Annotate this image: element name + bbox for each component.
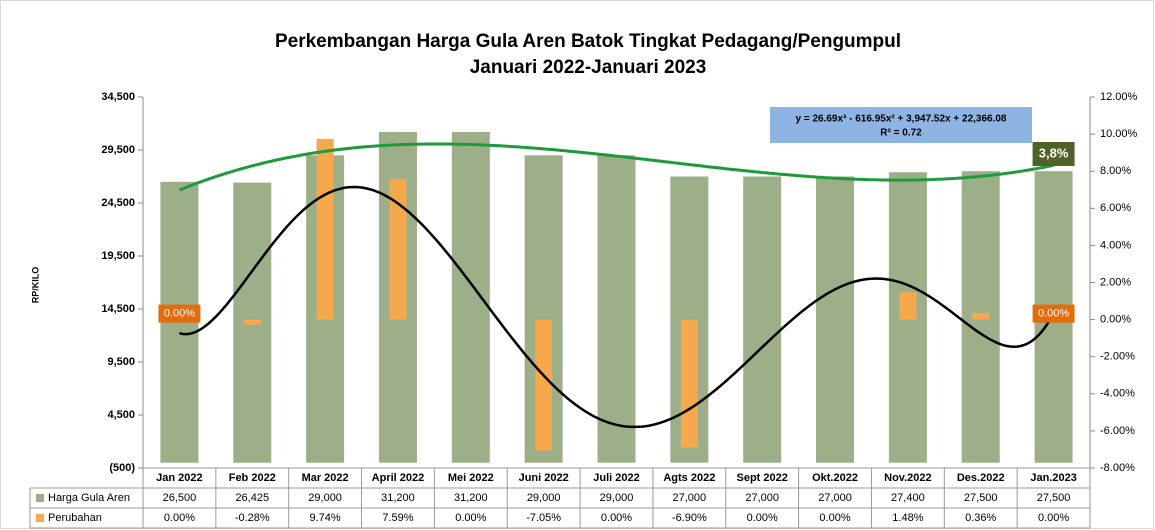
y2-tick-label: 2.00% [1100, 276, 1131, 288]
bar [597, 155, 636, 463]
y-tick-label: 29,500 [101, 144, 135, 156]
x-tick-label: Mei 2022 [448, 472, 494, 484]
table-value: 29,000 [527, 492, 561, 504]
y2-tick-label: 0.00% [1100, 314, 1131, 326]
table-value: 0.00% [819, 512, 850, 524]
x-tick-label: Juli 2022 [593, 472, 639, 484]
bar [816, 176, 855, 463]
bar [316, 138, 334, 320]
data-label: 0.00% [164, 308, 195, 320]
x-tick-label: Agts 2022 [663, 472, 715, 484]
table-value: 0.00% [455, 512, 486, 524]
table-value: 0.36% [965, 512, 996, 524]
x-tick-label: Jan 2022 [156, 472, 202, 484]
y2-tick-label: 4.00% [1100, 239, 1131, 251]
x-tick-label: April 2022 [372, 472, 425, 484]
chart-subtitle: Januari 2022-Januari 2023 [470, 57, 707, 78]
bar [535, 319, 553, 451]
x-tick-label: Okt.2022 [812, 472, 858, 484]
x-tick-label: Jan.2023 [1030, 472, 1076, 484]
bar [389, 178, 407, 320]
y-tick-label: 14,500 [101, 303, 135, 315]
table-value: 27,000 [818, 492, 852, 504]
y2-tick-label: -2.00% [1100, 351, 1135, 363]
x-tick-label: Des.2022 [957, 472, 1005, 484]
y2-tick-label: 12.00% [1100, 91, 1138, 103]
x-tick-label: Mar 2022 [302, 472, 349, 484]
y-tick-label: 34,500 [101, 91, 135, 103]
trendline [178, 142, 1054, 192]
table-value: 0.00% [164, 512, 195, 524]
bar [899, 292, 917, 320]
y2-tick-label: -8.00% [1100, 462, 1135, 474]
y2-tick-label: 8.00% [1100, 165, 1131, 177]
data-label-box [1032, 304, 1075, 323]
table-value: 27,000 [673, 492, 707, 504]
annotation: 3,8% [1039, 145, 1069, 160]
bar [680, 319, 698, 448]
table-value: 26,425 [235, 492, 269, 504]
y-tick-label: 19,500 [101, 250, 135, 262]
equation: y = 26.69x³ - 616.95x² + 3,947.52x + 22,… [795, 114, 1006, 125]
x-tick-label: Feb 2022 [229, 472, 276, 484]
table-value: 31,200 [454, 492, 488, 504]
table-value: 29,000 [308, 492, 342, 504]
table-value: 27,400 [891, 492, 925, 504]
table-value: 27,000 [745, 492, 779, 504]
bar [451, 131, 490, 463]
legend-label: Harga Gula Aren [48, 492, 130, 504]
table-value: -0.28% [235, 512, 270, 524]
annotation-box [1032, 142, 1075, 166]
equation-box [770, 107, 1032, 143]
table-value: -7.05% [526, 512, 561, 524]
table-value: 0.00% [1038, 512, 1069, 524]
y-tick-label: 4,500 [107, 409, 135, 421]
y2-tick-label: -6.00% [1100, 425, 1135, 437]
table-value: 27,500 [964, 492, 998, 504]
legend-swatch [36, 494, 44, 502]
table-value: 26,500 [163, 492, 197, 504]
data-label-box [158, 304, 201, 323]
table-value: 0.00% [601, 512, 632, 524]
x-tick-label: Nov.2022 [884, 472, 932, 484]
y2-tick-label: 10.00% [1100, 128, 1138, 140]
y-axis-label: RP/KILO [30, 267, 40, 304]
table-value: 9.74% [310, 512, 341, 524]
y-tick-label: 9,500 [107, 356, 135, 368]
y-tick-label: (500) [109, 462, 135, 474]
bar [972, 312, 990, 320]
data-label: 0.00% [1038, 308, 1069, 320]
table-value: 29,000 [600, 492, 634, 504]
bar [243, 319, 261, 325]
chart-title: Perkembangan Harga Gula Aren Batok Tingk… [275, 31, 901, 52]
table-value: 0.00% [747, 512, 778, 524]
legend-label: Perubahan [48, 512, 102, 524]
x-tick-label: Sept 2022 [737, 472, 788, 484]
table-value: 27,500 [1037, 492, 1071, 504]
y-tick-label: 24,500 [101, 197, 135, 209]
table-value: -6.90% [672, 512, 707, 524]
r-squared: R² = 0.72 [880, 128, 922, 139]
y2-tick-label: -4.00% [1100, 388, 1135, 400]
table-value: 7.59% [382, 512, 413, 524]
table-value: 1.48% [892, 512, 923, 524]
trendline [179, 185, 1055, 429]
x-tick-label: Juni 2022 [519, 472, 569, 484]
table-value: 31,200 [381, 492, 415, 504]
bar [743, 176, 782, 463]
legend-swatch [36, 514, 44, 522]
y2-tick-label: 6.00% [1100, 202, 1131, 214]
